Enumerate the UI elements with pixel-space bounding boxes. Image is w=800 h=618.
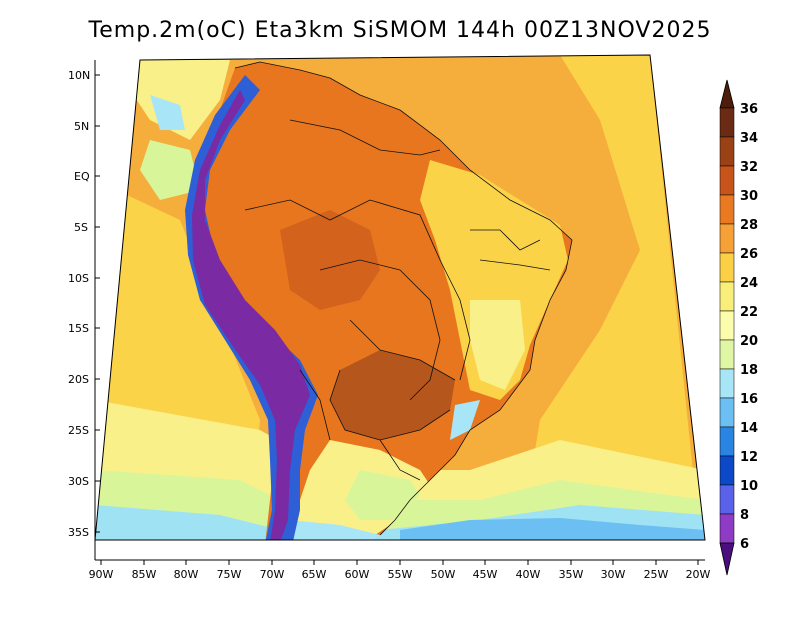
land-hot-center: [280, 210, 380, 310]
colorbar-step-10-12: [719, 455, 735, 486]
colorbar-label-22: 22: [740, 305, 758, 320]
lon-label-25w: 25W: [644, 568, 669, 581]
colorbar-label-26: 26: [740, 247, 758, 262]
lon-label-85w: 85W: [132, 568, 157, 581]
lon-label-70w: 70W: [260, 568, 285, 581]
lon-label-40w: 40W: [516, 568, 541, 581]
pacific-north-cyan: [150, 95, 185, 130]
east-coast-light: [470, 300, 525, 390]
lon-label-55w: 55W: [388, 568, 413, 581]
colorbar-label-10: 10: [740, 479, 758, 494]
colorbar-step-22-24: [719, 281, 735, 312]
colorbar-label-20: 20: [740, 334, 758, 349]
colorbar-step-14-16: [719, 397, 735, 428]
lat-label-30s: 30S: [68, 475, 89, 488]
lon-label-90w: 90W: [89, 568, 114, 581]
lat-label-5s: 5S: [74, 221, 88, 234]
south-blue: [400, 518, 705, 540]
lat-label-10s: 10S: [68, 272, 89, 285]
lon-label-65w: 65W: [302, 568, 327, 581]
pacific-north: [130, 60, 230, 140]
lon-labels: 90W 85W 80W 75W 70W 65W 60W 55W 50W 45W …: [89, 568, 711, 581]
lat-label-20s: 20S: [68, 373, 89, 386]
colorbar-step-20-22: [719, 310, 735, 341]
colorbar-step-12-14: [719, 426, 735, 457]
patagonia-cyan: [270, 520, 380, 540]
lon-label-45w: 45W: [473, 568, 498, 581]
lon-label-35w: 35W: [559, 568, 584, 581]
lat-label-15s: 15S: [68, 322, 89, 335]
colorbar-step-32-34: [719, 136, 735, 167]
colorbar-step-24-26: [719, 252, 735, 283]
lat-label-5n: 5N: [74, 120, 89, 133]
colorbar-label-6: 6: [740, 537, 749, 552]
lat-label-25s: 25S: [68, 424, 89, 437]
colorbar-label-32: 32: [740, 160, 758, 175]
land-very-hot: [330, 350, 455, 440]
lon-label-60w: 60W: [345, 568, 370, 581]
lat-label-35s: 35S: [68, 526, 89, 539]
colorbar-step-18-20: [719, 339, 735, 370]
colorbar-label-24: 24: [740, 276, 758, 291]
andes-purple: [192, 90, 310, 540]
borders: [234, 61, 573, 536]
map-frame: [94, 54, 706, 541]
colorbar-label-34: 34: [740, 131, 758, 146]
lon-ticks: [100, 560, 699, 565]
map-area[interactable]: [90, 50, 710, 565]
colorbar-label-8: 8: [740, 508, 749, 523]
colorbar-label-18: 18: [740, 363, 758, 378]
atlantic-mid: [520, 55, 700, 540]
colorbar-label-16: 16: [740, 392, 758, 407]
map-title: Temp.2m(oC) Eta3km SiSMOM 144h 00Z13NOV2…: [88, 18, 712, 43]
lon-label-20w: 20W: [686, 568, 711, 581]
lon-label-75w: 75W: [217, 568, 242, 581]
colorbar-top-triangle: [719, 79, 735, 109]
colorbar-step-28-30: [719, 194, 735, 225]
colorbar: 36 34 32 30 28 26 24 22 20 18 16 14 12 1…: [719, 79, 758, 576]
colorbar-label-36: 36: [740, 102, 758, 117]
pacific-north-green: [140, 140, 200, 200]
lat-ticks: [95, 74, 100, 533]
colorbar-label-28: 28: [740, 218, 758, 233]
lat-label-eq: EQ: [74, 170, 90, 183]
lon-label-30w: 30W: [601, 568, 626, 581]
colorbar-label-12: 12: [740, 450, 758, 465]
colorbar-step-34-36: [719, 107, 735, 138]
colorbar-step-16-18: [719, 368, 735, 399]
colorbar-step-30-32: [719, 165, 735, 196]
lon-label-80w: 80W: [174, 568, 199, 581]
colorbar-step-26-28: [719, 223, 735, 254]
lat-label-10n: 10N: [68, 69, 90, 82]
northeast-yellow: [420, 160, 568, 400]
colorbar-bottom-triangle: [719, 542, 735, 576]
lon-label-50w: 50W: [431, 568, 456, 581]
southeast-cyan: [450, 400, 480, 440]
colorbar-label-14: 14: [740, 421, 758, 436]
colorbar-step-6-8: [719, 513, 735, 544]
lat-labels: 10N 5N EQ 5S 10S 15S 20S 25S 30S 35S: [68, 69, 90, 539]
south-region-green: [345, 470, 420, 520]
colorbar-step-8-10: [719, 484, 735, 515]
colorbar-label-30: 30: [740, 189, 758, 204]
